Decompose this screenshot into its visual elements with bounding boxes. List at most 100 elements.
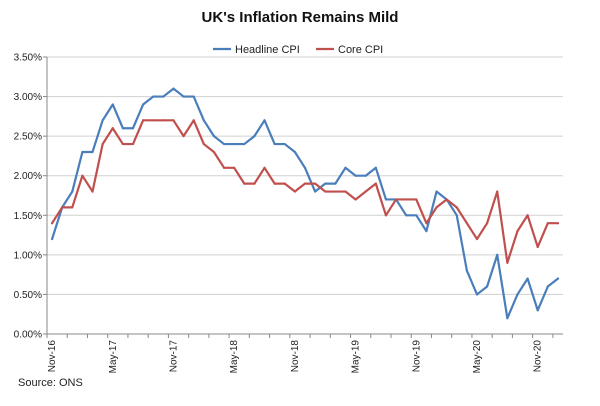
x-tick-label: Nov-20 bbox=[533, 340, 544, 373]
data-point bbox=[344, 190, 347, 193]
y-tick-label: 0.50% bbox=[14, 290, 42, 301]
series-line-core-cpi bbox=[50, 119, 560, 264]
data-point bbox=[152, 119, 155, 122]
data-point bbox=[50, 237, 54, 241]
data-point bbox=[222, 166, 226, 169]
data-point bbox=[162, 119, 165, 122]
y-tick-label: 1.00% bbox=[14, 250, 42, 261]
data-point bbox=[556, 222, 560, 225]
axes: 0.00% 0.50% 1.00% 1.50% 2.00% 2.50% 3.00% 3.50%… bbox=[14, 53, 563, 374]
data-point bbox=[506, 317, 509, 320]
y-tick-label: 2.00% bbox=[14, 171, 42, 182]
data-point bbox=[496, 190, 499, 193]
data-point bbox=[121, 142, 124, 146]
data-point bbox=[273, 182, 276, 185]
data-point bbox=[324, 182, 327, 185]
x-tick-label: May-19 bbox=[351, 340, 362, 374]
data-point bbox=[142, 103, 145, 106]
y-tick-label: 3.00% bbox=[14, 92, 42, 103]
data-point bbox=[374, 166, 377, 169]
data-point bbox=[172, 119, 175, 122]
data-point bbox=[445, 198, 448, 201]
data-point bbox=[496, 253, 499, 256]
data-point bbox=[233, 166, 236, 169]
data-point bbox=[384, 214, 388, 217]
gridlines bbox=[47, 56, 563, 295]
data-point bbox=[71, 206, 74, 209]
data-point bbox=[182, 135, 185, 138]
y-tick-label: 0.00% bbox=[14, 330, 42, 341]
data-point bbox=[293, 150, 296, 154]
data-point bbox=[222, 142, 226, 146]
y-tick-label: 2.50% bbox=[14, 132, 42, 143]
data-point bbox=[465, 222, 468, 225]
data-point bbox=[415, 198, 418, 201]
data-point bbox=[283, 142, 286, 146]
data-point bbox=[324, 190, 327, 193]
data-point bbox=[293, 190, 296, 193]
data-point bbox=[172, 87, 175, 90]
data-point bbox=[273, 142, 276, 146]
data-point bbox=[486, 222, 489, 225]
chart-title: UK's Inflation Remains Mild bbox=[202, 9, 399, 26]
data-point bbox=[546, 222, 549, 225]
data-point bbox=[455, 206, 458, 209]
data-point bbox=[435, 206, 438, 209]
data-point bbox=[506, 261, 509, 264]
data-point bbox=[334, 182, 337, 185]
data-point bbox=[425, 230, 428, 233]
data-point bbox=[364, 174, 367, 177]
data-point bbox=[263, 166, 266, 169]
source-note: Source: ONS bbox=[18, 377, 83, 389]
data-point bbox=[61, 206, 64, 209]
data-point bbox=[192, 95, 195, 98]
data-point bbox=[354, 174, 357, 177]
data-point bbox=[202, 119, 205, 122]
data-point bbox=[334, 190, 337, 193]
data-point bbox=[212, 150, 216, 154]
data-point bbox=[435, 190, 438, 193]
data-point bbox=[303, 166, 307, 169]
data-point bbox=[263, 119, 266, 122]
data-point bbox=[536, 245, 539, 249]
data-point bbox=[405, 214, 408, 217]
data-point bbox=[475, 293, 479, 296]
data-point bbox=[162, 95, 165, 98]
data-point bbox=[243, 182, 246, 185]
data-point bbox=[131, 142, 135, 146]
legend-label: Core CPI bbox=[338, 44, 383, 56]
data-point bbox=[465, 269, 468, 272]
data-point bbox=[455, 214, 458, 217]
x-tick-label: Nov-18 bbox=[290, 340, 301, 373]
y-tick-label: 1.50% bbox=[14, 211, 42, 222]
data-point bbox=[354, 198, 357, 201]
legend: Headline CPI Core CPI bbox=[213, 44, 383, 56]
data-point bbox=[152, 95, 155, 98]
x-tick-label: May-17 bbox=[108, 340, 119, 374]
x-tick-label: May-20 bbox=[472, 340, 483, 374]
y-tick-label: 3.50% bbox=[14, 53, 42, 64]
data-point bbox=[192, 119, 195, 122]
data-point bbox=[516, 230, 519, 233]
series-lines bbox=[50, 87, 560, 320]
data-point bbox=[314, 190, 317, 193]
data-point bbox=[121, 127, 124, 130]
data-point bbox=[202, 142, 205, 146]
legend-label: Headline CPI bbox=[235, 44, 300, 56]
series-line-headline-cpi bbox=[50, 87, 560, 320]
data-point bbox=[526, 214, 529, 217]
data-point bbox=[101, 142, 104, 146]
data-point bbox=[314, 182, 317, 185]
data-point bbox=[283, 182, 286, 185]
data-point bbox=[111, 103, 114, 106]
data-point bbox=[526, 277, 529, 280]
data-point bbox=[556, 277, 560, 280]
data-point bbox=[50, 222, 54, 225]
data-point bbox=[364, 190, 367, 193]
data-point bbox=[81, 174, 84, 177]
x-tick-label: Nov-19 bbox=[411, 340, 422, 373]
data-point bbox=[405, 198, 408, 201]
data-point bbox=[374, 182, 377, 185]
data-point bbox=[344, 166, 347, 169]
